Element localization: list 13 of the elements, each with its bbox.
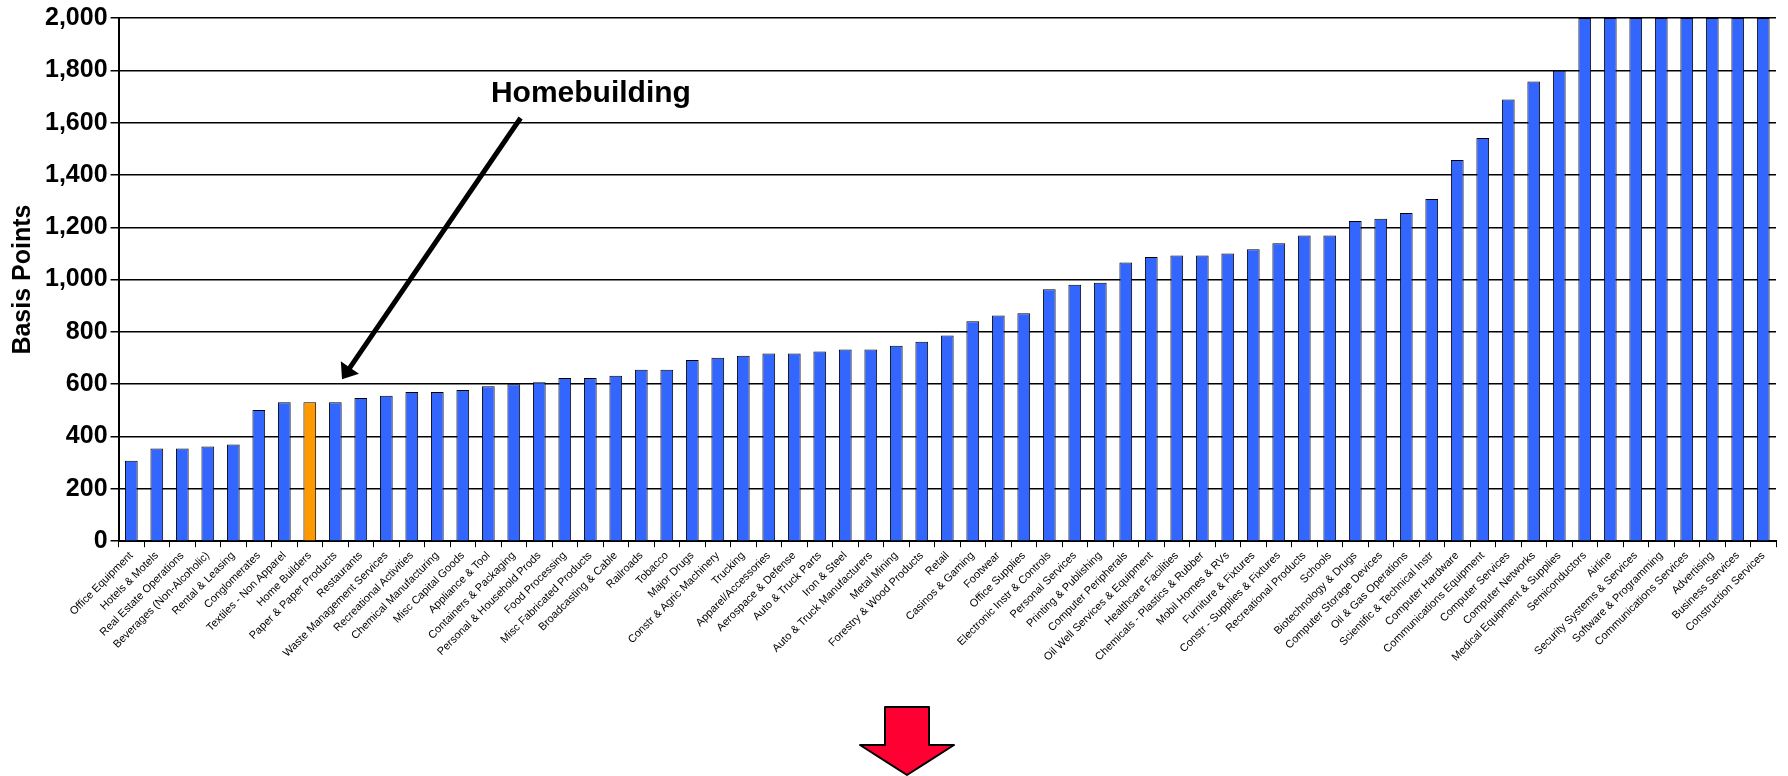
y-tick-label: 200 [65,472,108,501]
y-tick-label: 1,200 [45,211,108,240]
y-axis-title: Basis Points [6,204,35,355]
y-tick-label: 600 [65,368,108,397]
y-tick-label: 2,000 [45,1,108,30]
y-tick-label: 1,400 [45,158,108,187]
y-tick-label: 1,000 [45,263,108,292]
y-tick-label: 1,800 [45,54,108,83]
annotation: Homebuilding [490,75,691,109]
y-tick-label: 0 [93,525,108,554]
y-tick-label: 1,600 [45,106,108,135]
y-tick-label: 400 [65,420,108,449]
y-tick-label: 800 [65,315,108,344]
